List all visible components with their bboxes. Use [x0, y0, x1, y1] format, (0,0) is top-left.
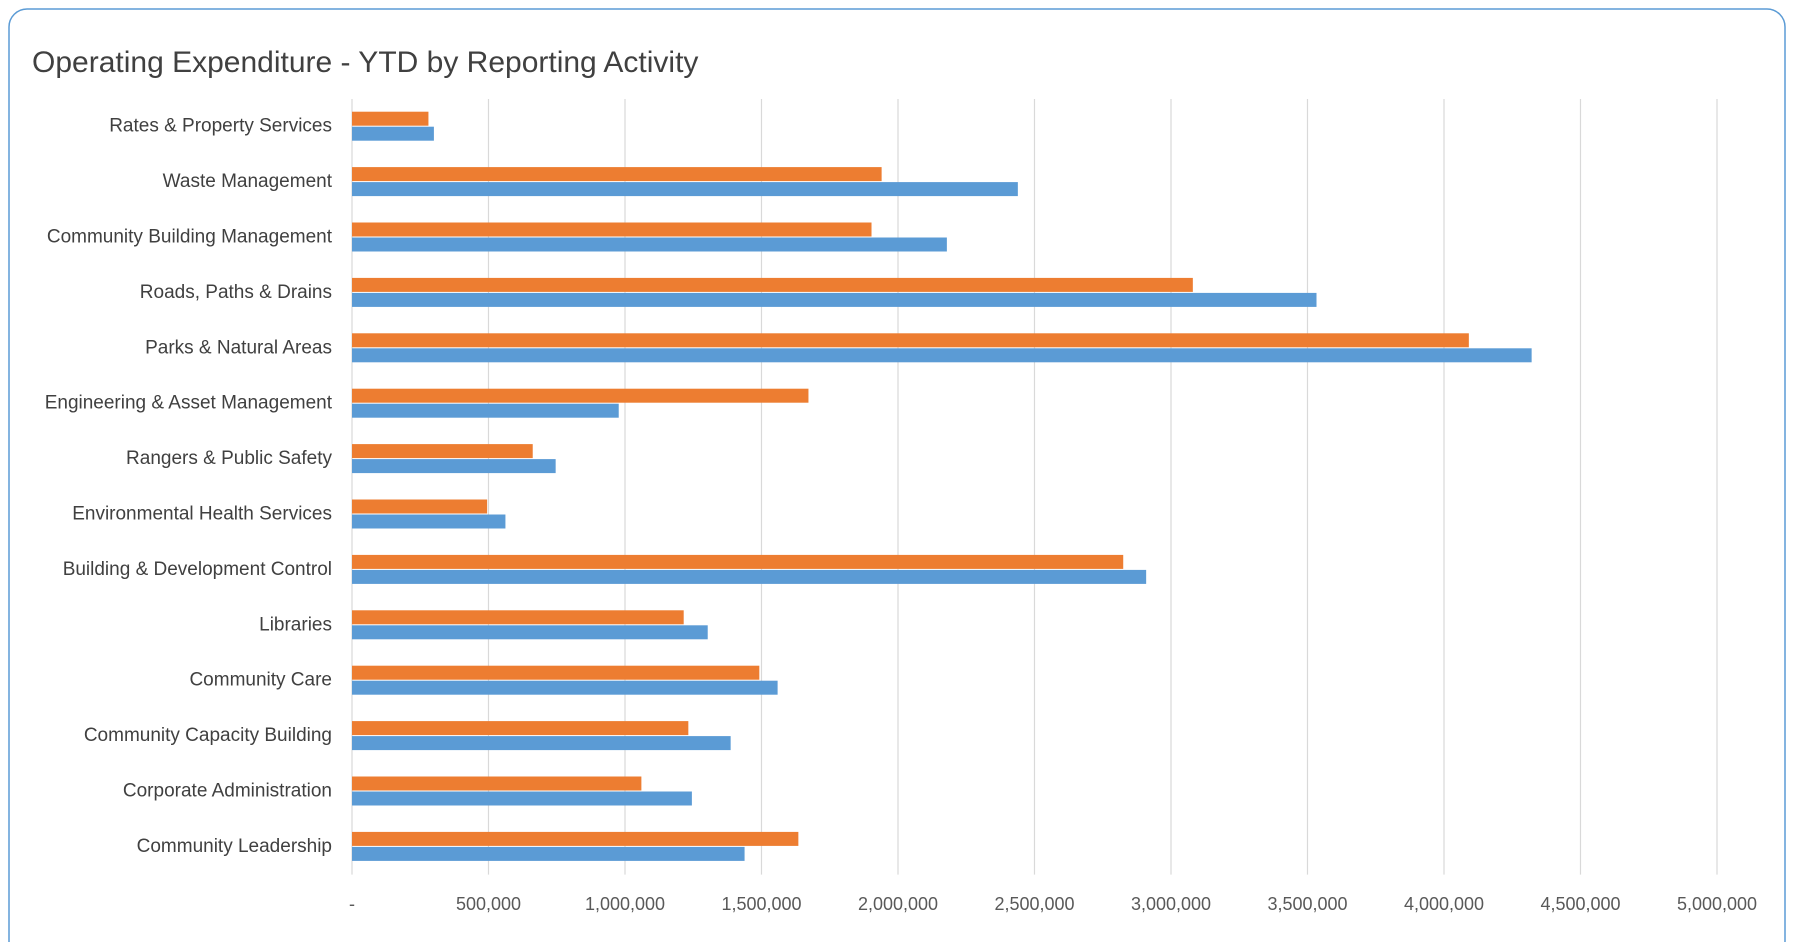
bar: [352, 625, 708, 640]
bar: [352, 292, 1317, 307]
bar: [352, 680, 778, 695]
bar: [352, 791, 692, 806]
y-tick-label: Engineering & Asset Management: [45, 393, 333, 414]
bar: [352, 277, 1193, 292]
bar: [352, 348, 1532, 363]
bar: [352, 388, 809, 403]
bar: [352, 126, 434, 141]
bar: [352, 610, 684, 625]
bar: [352, 831, 799, 846]
y-tick-label: Community Building Management: [47, 227, 333, 248]
bar: [352, 182, 1018, 197]
x-tick-label: 1,500,000: [721, 894, 801, 914]
y-tick-label: Rates & Property Services: [109, 116, 332, 137]
y-tick-label: Rangers & Public Safety: [126, 448, 332, 469]
chart-frame: [8, 8, 1786, 942]
x-tick-label: 500,000: [456, 894, 521, 914]
y-tick-label: Roads, Paths & Drains: [140, 282, 332, 303]
bar: [352, 499, 488, 514]
y-tick-label: Environmental Health Services: [72, 504, 332, 525]
y-tick-label: Community Leadership: [137, 836, 332, 857]
x-tick-label: 2,000,000: [858, 894, 938, 914]
y-tick-label: Corporate Administration: [123, 781, 332, 802]
bar: [352, 237, 947, 252]
x-tick-label: 5,000,000: [1677, 894, 1757, 914]
x-tick-label: 1,000,000: [585, 894, 665, 914]
bar: [352, 721, 689, 736]
x-tick-label: 4,500,000: [1540, 894, 1620, 914]
y-tick-label: Community Care: [189, 670, 332, 691]
bar: [352, 333, 1469, 348]
y-tick-label: Libraries: [259, 614, 332, 635]
bar: [352, 444, 533, 459]
bar: [352, 554, 1124, 569]
bar: [352, 569, 1147, 584]
bar: [352, 111, 429, 126]
x-tick-label: 3,500,000: [1267, 894, 1347, 914]
y-tick-label: Building & Development Control: [63, 559, 332, 580]
chart-title: Operating Expenditure - YTD by Reporting…: [32, 46, 698, 79]
bar: [352, 459, 556, 474]
x-tick-label: 4,000,000: [1404, 894, 1484, 914]
bar: [352, 846, 745, 861]
x-tick-label: -: [349, 894, 355, 914]
bar: [352, 403, 619, 418]
bar: [352, 167, 882, 182]
bar: [352, 514, 506, 529]
bar: [352, 665, 760, 680]
x-tick-label: 2,500,000: [994, 894, 1074, 914]
bar: [352, 222, 872, 237]
y-tick-label: Community Capacity Building: [84, 725, 332, 746]
y-tick-label: Waste Management: [163, 171, 333, 192]
bar: [352, 776, 642, 791]
bar: [352, 736, 731, 751]
x-tick-label: 3,000,000: [1131, 894, 1211, 914]
y-tick-label: Parks & Natural Areas: [145, 337, 332, 358]
